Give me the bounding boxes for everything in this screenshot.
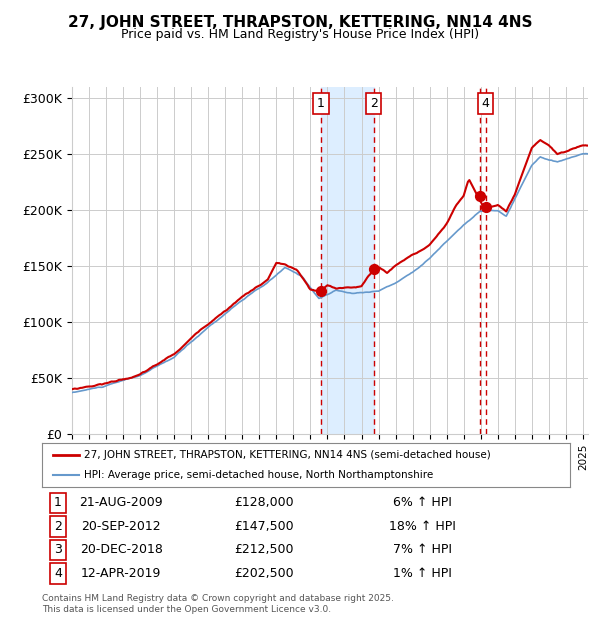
Text: HPI: Average price, semi-detached house, North Northamptonshire: HPI: Average price, semi-detached house,… [84,469,433,479]
Text: 2: 2 [370,97,377,110]
Point [369,264,379,274]
Bar [321,87,374,434]
Text: £212,500: £212,500 [234,544,293,556]
Point [481,202,490,212]
Text: 7% ↑ HPI: 7% ↑ HPI [392,544,452,556]
Text: £202,500: £202,500 [234,567,293,580]
Text: 6% ↑ HPI: 6% ↑ HPI [393,497,452,509]
Text: 27, JOHN STREET, THRAPSTON, KETTERING, NN14 4NS: 27, JOHN STREET, THRAPSTON, KETTERING, N… [68,16,532,30]
Point [475,191,485,201]
Text: 20-SEP-2012: 20-SEP-2012 [82,520,161,533]
Text: 21-AUG-2009: 21-AUG-2009 [79,497,163,509]
Text: 3: 3 [54,544,62,556]
Text: 4: 4 [54,567,62,580]
Text: Contains HM Land Registry data © Crown copyright and database right 2025.
This d: Contains HM Land Registry data © Crown c… [42,595,394,614]
Text: 12-APR-2019: 12-APR-2019 [81,567,161,580]
Text: 1: 1 [54,497,62,509]
Text: 2: 2 [54,520,62,533]
Point [316,286,326,296]
Text: 1% ↑ HPI: 1% ↑ HPI [393,567,452,580]
Text: 1: 1 [317,97,325,110]
Text: 20-DEC-2018: 20-DEC-2018 [80,544,163,556]
Text: 4: 4 [482,97,490,110]
Text: £128,000: £128,000 [234,497,293,509]
Text: 18% ↑ HPI: 18% ↑ HPI [389,520,455,533]
Text: 27, JOHN STREET, THRAPSTON, KETTERING, NN14 4NS (semi-detached house): 27, JOHN STREET, THRAPSTON, KETTERING, N… [84,451,491,461]
Text: Price paid vs. HM Land Registry's House Price Index (HPI): Price paid vs. HM Land Registry's House … [121,28,479,41]
Text: £147,500: £147,500 [234,520,293,533]
